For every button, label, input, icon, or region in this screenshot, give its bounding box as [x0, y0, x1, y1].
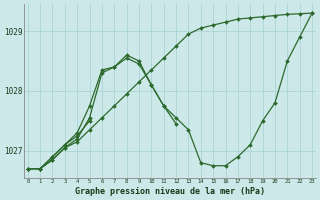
X-axis label: Graphe pression niveau de la mer (hPa): Graphe pression niveau de la mer (hPa): [75, 187, 265, 196]
